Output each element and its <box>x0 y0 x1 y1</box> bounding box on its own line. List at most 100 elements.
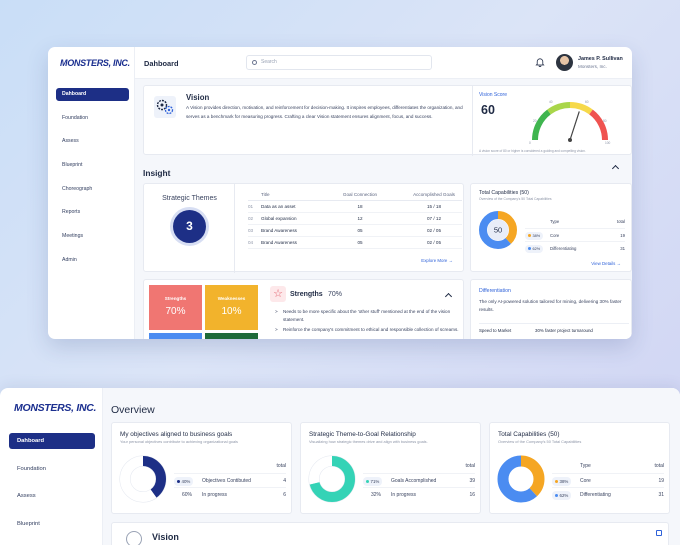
gauge-tick-20: 20 <box>533 119 537 123</box>
search-placeholder: Search <box>261 59 277 65</box>
row-accomplished: 02 / 05 <box>426 240 442 245</box>
row-label: Core <box>580 478 591 484</box>
chevron-up-icon[interactable] <box>611 164 620 173</box>
capabilities-subtitle: Overview of the Company's 50 Total Capab… <box>479 197 552 201</box>
objectives-table: total 40% Objectives Contibuted 4 60% In… <box>174 459 286 501</box>
threats-tile[interactable] <box>205 333 258 339</box>
percent-value: 38% <box>559 479 569 484</box>
tile-label: Strengths <box>164 296 187 301</box>
donut-segment-differentiating <box>497 455 545 503</box>
col-total: total <box>654 463 664 469</box>
donut-center-value: 50 <box>494 226 502 235</box>
percent-badge: 62% <box>525 244 544 253</box>
row-title: Brand Awareness <box>261 240 297 245</box>
strengths-title: Strengths <box>290 291 323 298</box>
card-title: Strategic Theme-to-Goal Relationship <box>309 431 416 438</box>
table-header: Type total <box>525 215 625 228</box>
row-goal: 05 <box>357 228 363 233</box>
legend-dot <box>366 480 369 484</box>
strength-item: > Reinforce the company's commitment to … <box>275 326 461 334</box>
strategic-themes-count: 3 <box>173 210 206 243</box>
row-type: Core <box>550 233 560 238</box>
gauge-tick-60: 60 <box>585 100 589 104</box>
sidebar-item-assess[interactable]: Assess <box>62 138 79 145</box>
sidebar-item-choreograph[interactable]: Choreograph <box>62 185 93 192</box>
table-row[interactable]: 40% Objectives Contibuted 4 <box>174 473 286 487</box>
bell-icon[interactable] <box>535 57 545 67</box>
row-goal: 05 <box>357 240 363 245</box>
sidebar-item-foundation[interactable]: Foundation <box>62 114 88 121</box>
sidebar-item-reports[interactable]: Reports <box>62 209 81 216</box>
sidebar-nav: Dahboard Foundation Assess Blueprint Cho… <box>56 88 129 278</box>
vision-score-value: 60 <box>481 103 495 117</box>
row-total: 16 <box>469 492 475 498</box>
table-row[interactable]: 60% In progress 6 <box>174 487 286 501</box>
table-header: total <box>363 459 475 473</box>
col-total: total <box>276 463 286 469</box>
theme-goal-card: Strategic Theme-to-Goal Relationship Vis… <box>300 422 481 514</box>
vision-title: Vision <box>152 532 179 542</box>
table-row[interactable]: 01 Data as an asset 18 15 / 18 <box>248 201 462 213</box>
sidebar-nav: Dahboard Foundation Assess Blueprint <box>9 433 95 543</box>
sidebar: MONSTERS, INC. Dahboard Foundation Asses… <box>48 47 135 339</box>
capabilities-table: Type total 38% Core 19 62% Differentiati… <box>525 215 625 254</box>
external-link-icon[interactable] <box>656 530 662 536</box>
row-total: 39 <box>469 478 475 484</box>
table-row[interactable]: 03 Brand Awareness 05 02 / 05 <box>248 225 462 237</box>
sidebar-item-admin[interactable]: Admin <box>62 256 77 263</box>
strength-text: Needs to be more specific about the 'oth… <box>283 309 451 322</box>
legend-dot-differentiating <box>528 247 531 250</box>
gauge-tick-40: 40 <box>549 100 553 104</box>
donut-segment-differentiating <box>479 211 517 249</box>
brand-logo[interactable]: MONSTERS, INC. <box>60 58 130 68</box>
vision-card: Vision A Vision provides direction, moti… <box>143 85 632 156</box>
sidebar-item-foundation[interactable]: Foundation <box>17 465 47 472</box>
row-total: 31 <box>620 246 625 251</box>
card-title: My objectives aligned to business goals <box>120 431 233 438</box>
table-row[interactable]: 38% Core 19 <box>525 228 625 241</box>
card-subtitle: Overview of the Company's 50 Total Capab… <box>498 439 582 444</box>
table-row[interactable]: 04 Brand Awareness 05 02 / 05 <box>248 237 462 249</box>
vision-gears-icon <box>126 531 142 545</box>
table-row[interactable]: 38% Core 19 <box>552 473 664 487</box>
view-details-link[interactable]: View Details → <box>591 261 621 266</box>
chevron-up-icon[interactable] <box>444 292 453 301</box>
table-row[interactable]: 02 Global expansion 12 07 / 12 <box>248 213 462 225</box>
vision-title: Vision <box>186 93 210 102</box>
total-capabilities-card: Total Capabilities (50) Overview of the … <box>470 183 632 272</box>
weaknesses-tile[interactable]: Weaknesses 10% <box>205 285 258 330</box>
row-accomplished: 07 / 12 <box>426 216 442 221</box>
table-row[interactable]: 62% Differentiating 31 <box>552 487 664 501</box>
brand-logo[interactable]: MONSTERS, INC. <box>14 402 97 414</box>
insight-header[interactable]: Insight <box>143 163 622 178</box>
row-label: Goals Accomplished <box>391 478 437 484</box>
strengths-tile[interactable]: Strengths 70% <box>149 285 202 330</box>
sidebar-item-assess[interactable]: Assess <box>17 493 36 499</box>
opportunities-tile[interactable] <box>149 333 202 339</box>
strategic-themes-summary: Strategic Themes 3 <box>144 184 235 273</box>
donut-segment-in-progress <box>309 456 355 502</box>
table-row[interactable]: 32% In progress 16 <box>363 487 475 501</box>
sidebar-item-meetings[interactable]: Meetings <box>62 233 84 240</box>
sidebar-item-blueprint[interactable]: Blueprint <box>62 162 83 169</box>
objectives-donut <box>119 455 167 503</box>
dashboard-window-bottom: MONSTERS, INC. Dahboard Foundation Asses… <box>0 388 680 545</box>
capabilities-table: Type total 38% Core 19 62% Differentiati… <box>552 459 664 501</box>
table-row[interactable]: 62% Differentiating 31 <box>525 241 625 254</box>
strategic-themes-table: Title Goal Connection Accomplished Goals… <box>248 189 462 249</box>
vision-score-panel: Vision Score 60 0 20 40 60 80 100 A visi <box>472 86 632 156</box>
arrow-icon: > <box>275 309 278 314</box>
explore-more-link[interactable]: Explore More → <box>421 258 453 263</box>
card-subtitle: Your personal objectives contribute to a… <box>120 439 238 444</box>
row-label: Differentiating <box>580 492 611 498</box>
table-row[interactable]: 71% Goals Accomplished 39 <box>363 473 475 487</box>
vision-card: Vision <box>111 522 669 545</box>
row-label: In progress <box>202 492 228 498</box>
percent-value: 62% <box>532 246 541 251</box>
sidebar-item-dashboard[interactable]: Dahboard <box>56 88 129 101</box>
top-bar: Dahboard Search James P. Sullivan Monste… <box>135 47 632 79</box>
search-input[interactable]: Search <box>246 55 432 70</box>
avatar[interactable] <box>556 54 573 71</box>
sidebar-item-blueprint[interactable]: Blueprint <box>17 520 40 527</box>
sidebar-item-dashboard[interactable]: Dahboard <box>9 433 95 449</box>
